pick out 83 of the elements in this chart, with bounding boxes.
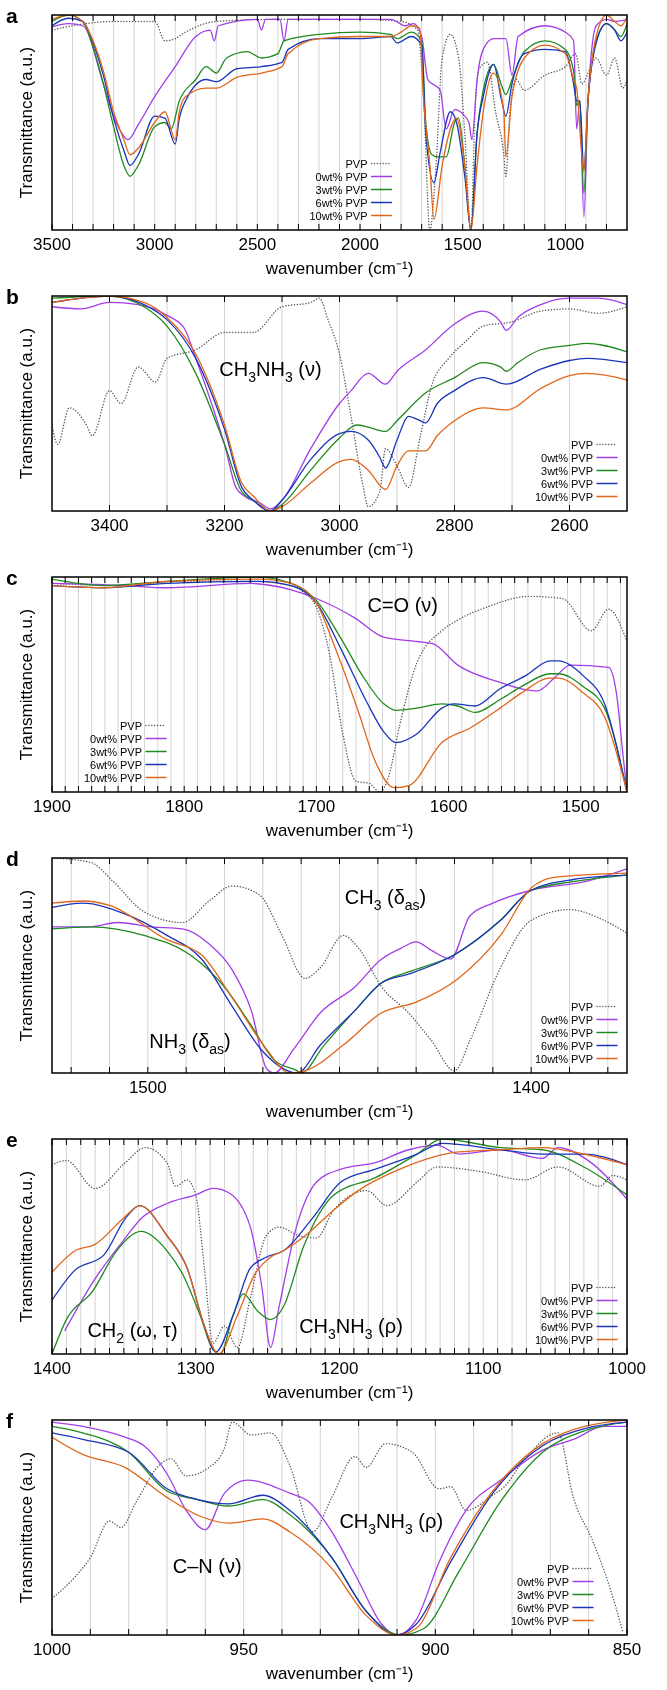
legend-label: 6wt% PVP <box>315 196 368 209</box>
annotation: C=O (ν) <box>367 593 439 616</box>
legend-label: 10wt% PVP <box>534 1333 593 1346</box>
chart-title: c <box>6 566 18 589</box>
x-tick-label: 850 <box>612 1640 642 1659</box>
x-axis-title: wavenumber (cm⁻¹) <box>264 821 414 840</box>
x-tick-label: 1500 <box>443 235 482 254</box>
x-tick-label: 3500 <box>33 235 71 254</box>
x-tick-label: 2500 <box>238 235 277 254</box>
legend-label: PVP <box>570 1000 593 1013</box>
x-axis-title: wavenumber (cm⁻¹) <box>264 259 414 278</box>
legend-label: 10wt% PVP <box>510 1614 569 1627</box>
annotation: CH$_{3}$NH$_{3}$ (ρ) <box>339 1510 444 1538</box>
x-tick-label: 3400 <box>90 516 129 535</box>
legend-label: 0wt% PVP <box>541 1294 593 1307</box>
legend-label: 10wt% PVP <box>309 209 368 222</box>
x-tick-label: 950 <box>229 1640 258 1659</box>
chart-title: e <box>6 1128 18 1151</box>
annotation: CH$_{3}$NH$_{3}$ (ρ) <box>299 1315 403 1343</box>
annotation: CH$_{3}$ (δ$_{as}$) <box>344 885 427 913</box>
legend-label: 6wt% PVP <box>541 1320 593 1333</box>
annotation: CH$_{2}$ (ω, τ) <box>87 1319 178 1347</box>
x-tick-label: 1700 <box>297 797 336 816</box>
x-tick-label: 1000 <box>33 1640 71 1659</box>
legend-label: PVP <box>546 1562 569 1575</box>
chart-title: d <box>6 847 19 870</box>
x-tick-label: 1500 <box>128 1078 167 1097</box>
y-axis-title: Transmittance (a.u.) <box>17 327 36 480</box>
y-axis-title: Transmittance (a.u.) <box>17 46 36 199</box>
x-tick-label: 3200 <box>205 516 244 535</box>
x-tick-label: 1000 <box>608 1359 646 1378</box>
x-tick-label: 1500 <box>561 797 600 816</box>
x-tick-label: 900 <box>421 1640 450 1659</box>
x-axis-title: wavenumber (cm⁻¹) <box>264 1383 414 1402</box>
x-tick-label: 1100 <box>464 1359 502 1378</box>
chart-title: a <box>6 4 18 27</box>
x-tick-label: 3000 <box>320 516 359 535</box>
x-tick-label: 1600 <box>429 797 468 816</box>
chart-title: b <box>6 285 19 308</box>
x-tick-label: 1400 <box>512 1078 551 1097</box>
y-axis-title: Transmittance (a.u.) <box>17 608 36 761</box>
legend-label: 6wt% PVP <box>541 477 593 490</box>
chart-title: f <box>6 1409 14 1432</box>
annotation: C–N (ν) <box>172 1555 242 1578</box>
legend-label: 6wt% PVP <box>541 1039 593 1052</box>
x-tick-label: 1200 <box>320 1359 359 1378</box>
annotation: NH$_{3}$ (δ$_{as}$) <box>149 1029 231 1057</box>
x-tick-label: 2800 <box>435 516 474 535</box>
legend-label: 3wt% PVP <box>90 745 142 758</box>
x-tick-label: 2600 <box>550 516 589 535</box>
legend-label: PVP <box>345 157 368 170</box>
legend-label: PVP <box>570 1281 593 1294</box>
x-tick-label: 1400 <box>33 1359 71 1378</box>
legend-label: 10wt% PVP <box>83 771 142 784</box>
legend-label: 0wt% PVP <box>517 1575 569 1588</box>
legend-label: 3wt% PVP <box>315 183 368 196</box>
x-tick-label: 3000 <box>135 235 174 254</box>
x-tick-label: 1300 <box>176 1359 215 1378</box>
legend-label: 6wt% PVP <box>90 758 142 771</box>
legend-label: 0wt% PVP <box>541 1013 593 1026</box>
legend-label: PVP <box>570 438 593 451</box>
legend-label: 6wt% PVP <box>517 1601 569 1614</box>
x-axis-title: wavenumber (cm⁻¹) <box>264 1664 414 1683</box>
y-axis-title: Transmittance (a.u.) <box>17 1170 36 1323</box>
x-axis-title: wavenumber (cm⁻¹) <box>264 1102 414 1121</box>
y-axis-title: Transmittance (a.u.) <box>17 1451 36 1604</box>
legend-label: 10wt% PVP <box>534 490 593 503</box>
legend-label: PVP <box>119 719 142 732</box>
legend-label: 10wt% PVP <box>534 1052 593 1065</box>
annotation: CH$_{3}$NH$_{3}$ (ν) <box>219 358 322 386</box>
x-axis-title: wavenumber (cm⁻¹) <box>264 540 414 559</box>
legend-label: 0wt% PVP <box>315 170 368 183</box>
y-axis-title: Transmittance (a.u.) <box>17 889 36 1042</box>
x-tick-label: 1900 <box>33 797 71 816</box>
legend-label: 0wt% PVP <box>90 732 142 745</box>
legend-label: 3wt% PVP <box>517 1588 569 1601</box>
legend-label: 3wt% PVP <box>541 464 593 477</box>
legend-label: 3wt% PVP <box>541 1026 593 1039</box>
x-tick-label: 2000 <box>341 235 379 254</box>
legend-label: 0wt% PVP <box>541 451 593 464</box>
x-tick-label: 1000 <box>546 235 585 254</box>
x-tick-label: 1800 <box>165 797 204 816</box>
legend-label: 3wt% PVP <box>541 1307 593 1320</box>
